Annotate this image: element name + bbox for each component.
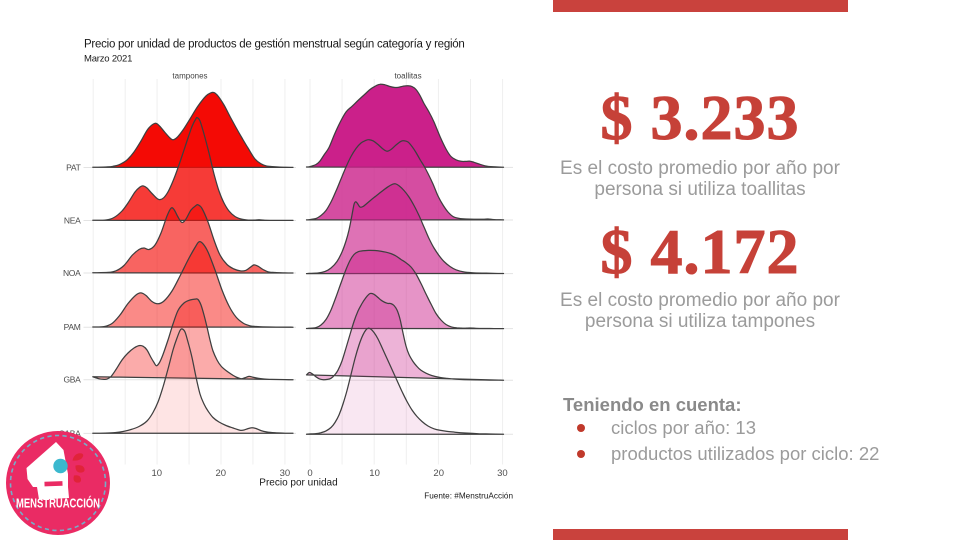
svg-text:GBA: GBA <box>63 375 81 385</box>
svg-text:20: 20 <box>433 468 444 479</box>
svg-text:30: 30 <box>280 468 291 479</box>
svg-text:NOA: NOA <box>63 268 81 278</box>
svg-text:30: 30 <box>497 468 508 479</box>
svg-text:Precio por unidad: Precio por unidad <box>259 478 337 489</box>
svg-text:MENSTRUACCIÓN: MENSTRUACCIÓN <box>16 496 100 511</box>
svg-text:PAT: PAT <box>66 162 80 172</box>
svg-text:PAM: PAM <box>64 322 81 332</box>
svg-text:tampones: tampones <box>172 71 207 80</box>
svg-text:Fuente: #MenstruAcción: Fuente: #MenstruAcción <box>424 491 513 500</box>
svg-text:10: 10 <box>369 468 380 479</box>
svg-text:Marzo 2021: Marzo 2021 <box>84 53 132 64</box>
svg-text:NEA: NEA <box>64 215 81 225</box>
svg-text:10: 10 <box>152 468 163 479</box>
svg-text:Precio por unidad de productos: Precio por unidad de productos de gestió… <box>84 38 465 50</box>
svg-text:20: 20 <box>216 468 227 479</box>
svg-text:toallitas: toallitas <box>394 71 421 80</box>
svg-text:0: 0 <box>307 468 312 479</box>
